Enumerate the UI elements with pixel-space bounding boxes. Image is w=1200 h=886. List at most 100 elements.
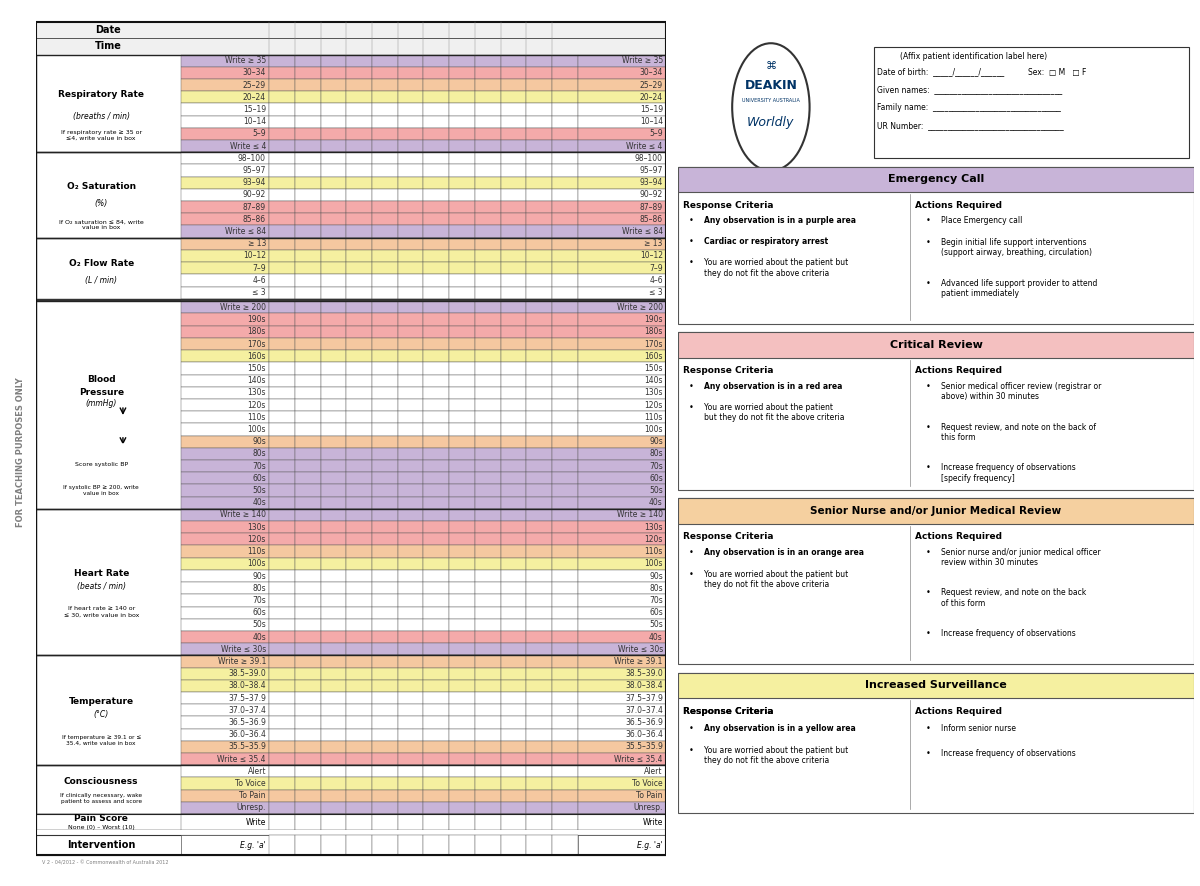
Text: •: • (689, 724, 694, 733)
Bar (397, 607, 424, 618)
Bar (475, 286, 500, 299)
Bar (181, 152, 269, 165)
Bar (500, 753, 527, 766)
Text: 87–89: 87–89 (640, 203, 662, 212)
Bar (181, 91, 269, 104)
Text: 120s: 120s (247, 535, 266, 544)
Bar (295, 91, 320, 104)
Bar (552, 656, 578, 667)
Bar (347, 570, 372, 582)
Bar (500, 66, 527, 79)
Bar (347, 79, 372, 91)
Bar (347, 250, 372, 262)
Bar (295, 424, 320, 436)
Bar (578, 607, 666, 618)
Bar (269, 766, 295, 778)
Bar (295, 286, 320, 299)
Bar (552, 631, 578, 643)
Bar (347, 436, 372, 447)
Bar (320, 237, 347, 250)
Bar (449, 250, 475, 262)
Bar (397, 692, 424, 704)
Bar (347, 411, 372, 424)
Bar (578, 140, 666, 152)
Bar (181, 350, 269, 362)
Text: 110s: 110s (247, 413, 266, 422)
Bar (500, 485, 527, 497)
Bar (449, 152, 475, 165)
Bar (397, 326, 424, 338)
Bar (397, 497, 424, 509)
Text: •: • (925, 238, 930, 247)
Bar (552, 485, 578, 497)
Bar (320, 214, 347, 225)
Bar (269, 301, 295, 314)
Bar (397, 436, 424, 447)
Bar (181, 778, 269, 789)
Bar (181, 104, 269, 115)
Bar (678, 672, 1194, 698)
Bar (181, 286, 269, 299)
Bar (449, 704, 475, 717)
Text: Date: Date (96, 25, 121, 35)
Bar (347, 176, 372, 189)
Bar (372, 350, 397, 362)
Bar (500, 237, 527, 250)
Text: 110s: 110s (644, 547, 662, 556)
Bar (320, 286, 347, 299)
Bar (372, 250, 397, 262)
Text: Any observation is in a purple area: Any observation is in a purple area (703, 216, 856, 225)
Bar (320, 55, 347, 66)
Bar (397, 802, 424, 814)
Bar (295, 140, 320, 152)
Bar (397, 424, 424, 436)
Bar (181, 262, 269, 275)
Text: Alert: Alert (247, 767, 266, 776)
Text: 170s: 170s (644, 339, 662, 348)
Bar (181, 570, 269, 582)
Bar (500, 225, 527, 237)
Bar (181, 411, 269, 424)
Bar (449, 631, 475, 643)
Bar (475, 225, 500, 237)
Bar (372, 741, 397, 753)
Bar (320, 667, 347, 680)
Text: 90s: 90s (252, 571, 266, 580)
Bar (181, 128, 269, 140)
Bar (397, 237, 424, 250)
Bar (347, 667, 372, 680)
Bar (449, 350, 475, 362)
Bar (269, 643, 295, 656)
Bar (269, 237, 295, 250)
Bar (424, 262, 449, 275)
Bar (181, 362, 269, 375)
Bar (552, 338, 578, 350)
Bar (678, 672, 1194, 813)
Bar (527, 326, 552, 338)
Bar (347, 717, 372, 728)
Bar (320, 66, 347, 79)
Bar (527, 778, 552, 789)
Bar (578, 436, 666, 447)
Bar (449, 225, 475, 237)
Bar (500, 728, 527, 741)
Bar (527, 692, 552, 704)
Bar (295, 189, 320, 201)
Bar (181, 656, 269, 667)
Bar (424, 411, 449, 424)
Bar (578, 680, 666, 692)
Bar (578, 286, 666, 299)
Text: Request review, and note on the back of
this form: Request review, and note on the back of … (941, 423, 1096, 442)
Text: Write ≥ 200: Write ≥ 200 (220, 303, 266, 312)
Bar (269, 115, 295, 128)
Text: Write ≥ 39.1: Write ≥ 39.1 (614, 657, 662, 666)
Bar (578, 802, 666, 814)
Bar (320, 814, 347, 830)
Text: Pain Score: Pain Score (74, 814, 128, 823)
Bar (347, 350, 372, 362)
Bar (527, 704, 552, 717)
Text: 5–9: 5–9 (252, 129, 266, 138)
Text: 90s: 90s (252, 437, 266, 447)
Bar (320, 262, 347, 275)
Text: Write: Write (246, 818, 266, 827)
